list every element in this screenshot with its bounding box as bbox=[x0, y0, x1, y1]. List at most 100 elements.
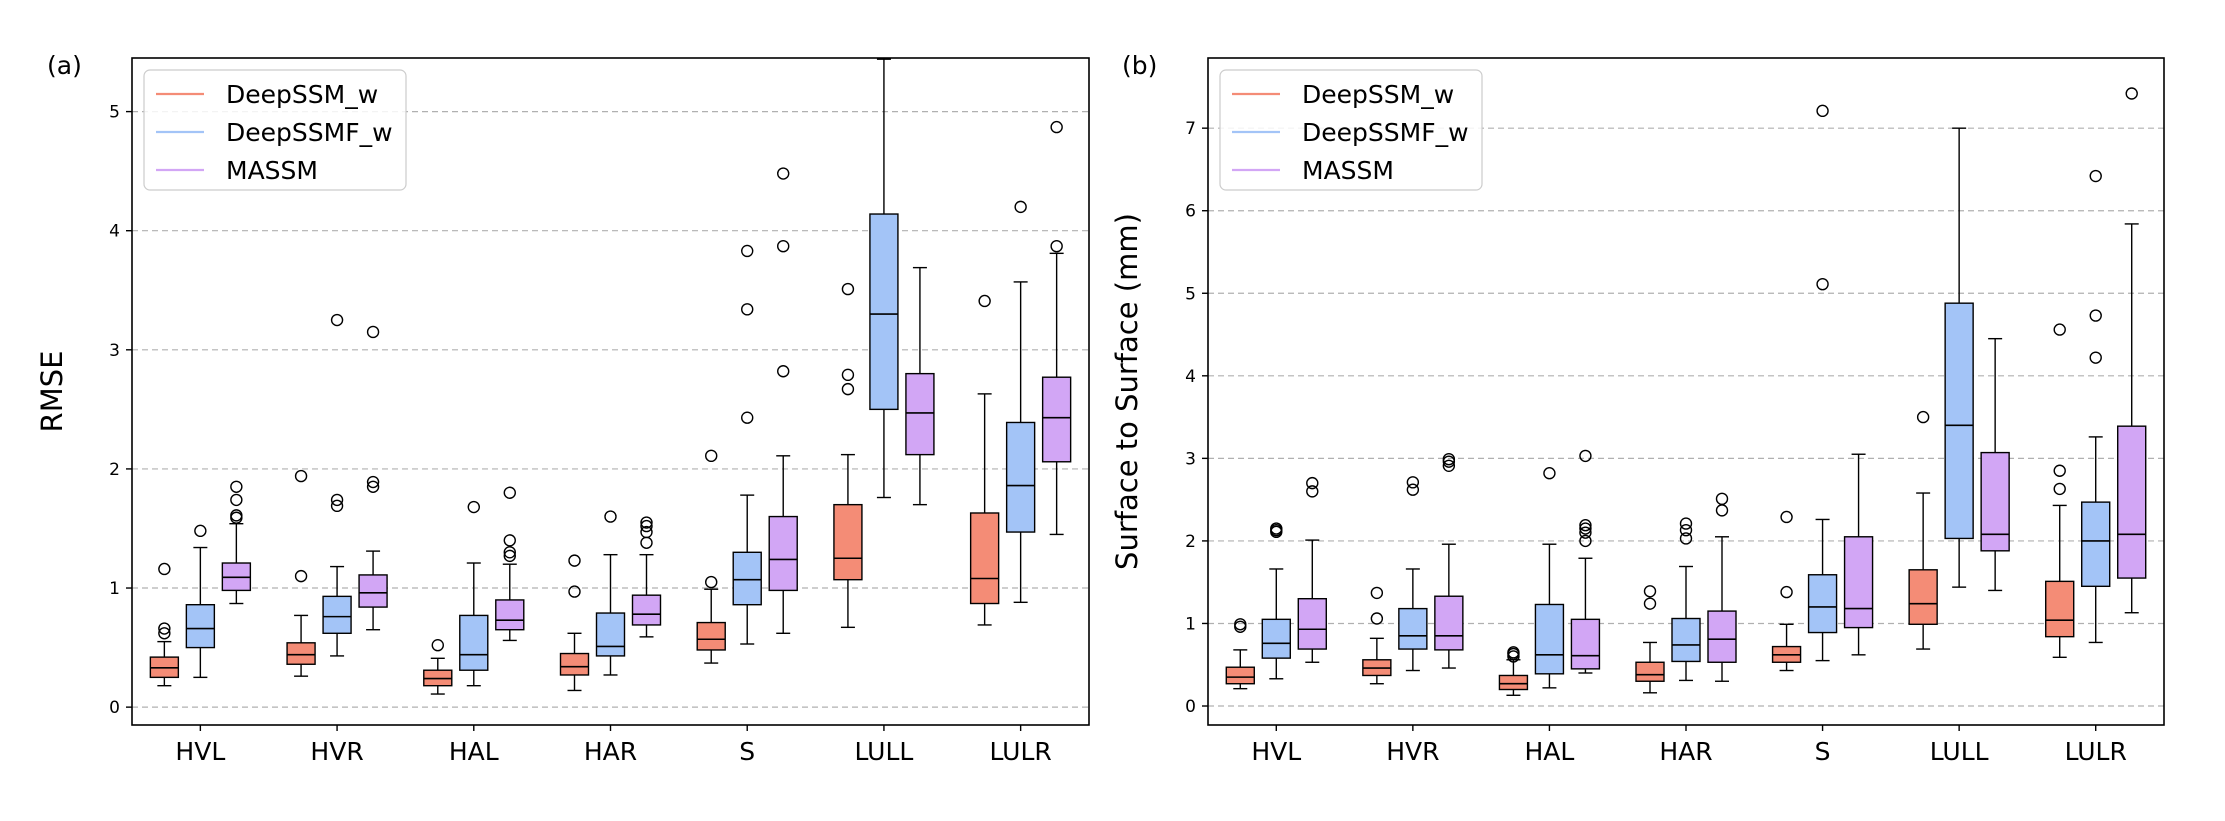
box-deepssm_w-s bbox=[696, 449, 726, 664]
outlier-point bbox=[1234, 618, 1247, 631]
y-tick-label: 5 bbox=[1185, 284, 1196, 304]
box-massm-lulr bbox=[2117, 87, 2147, 614]
x-tick-label-hal: HAL bbox=[1525, 737, 1575, 766]
outlier-point bbox=[294, 569, 308, 583]
outlier-point bbox=[158, 562, 171, 576]
outlier-point bbox=[1780, 585, 1793, 599]
x-tick-label-lull: LULL bbox=[1930, 737, 1989, 766]
outlier-point bbox=[841, 382, 855, 396]
outlier-point bbox=[741, 303, 754, 316]
outlier-point bbox=[2053, 482, 2066, 496]
outlier-point bbox=[1442, 452, 1456, 466]
box-deepssm_w-hvl bbox=[149, 562, 180, 687]
box-massm-lull bbox=[905, 266, 935, 506]
outlier-point bbox=[1050, 120, 1063, 134]
outlier-point bbox=[604, 510, 617, 523]
legend-label-massm: MASSM bbox=[1302, 156, 1394, 185]
iqr-box bbox=[358, 574, 388, 608]
box-deepssmf_w-har bbox=[1671, 517, 1701, 682]
iqr-box bbox=[495, 599, 525, 631]
legend-label-deepssm_w: DeepSSM_w bbox=[226, 80, 378, 109]
outlier-point bbox=[330, 313, 344, 327]
y-tick-label: 7 bbox=[1185, 119, 1196, 139]
y-tick-label: 2 bbox=[1185, 532, 1196, 552]
iqr-box bbox=[1944, 302, 1974, 540]
box-deepssm_w-hvr bbox=[1362, 586, 1392, 685]
box-massm-hal bbox=[495, 486, 525, 642]
outlier-point bbox=[777, 365, 790, 378]
legend: DeepSSM_w DeepSSMF_w MASSM bbox=[1219, 69, 1483, 191]
legend-label-deepssm_w: DeepSSM_w bbox=[1302, 80, 1454, 109]
iqr-box bbox=[595, 612, 626, 657]
iqr-box bbox=[631, 594, 662, 626]
box-deepssmf_w-lulr bbox=[1005, 200, 1036, 604]
outlier-point bbox=[1715, 492, 1729, 506]
box-deepssm_w-lull bbox=[833, 282, 863, 629]
outlier-point bbox=[741, 411, 754, 424]
outlier-point bbox=[1014, 200, 1027, 214]
outlier-point bbox=[1442, 459, 1456, 472]
y-tick-label: 6 bbox=[1185, 202, 1196, 222]
box-massm-s bbox=[768, 167, 798, 634]
legend: DeepSSM_w DeepSSMF_w MASSM bbox=[143, 69, 407, 191]
outlier-point bbox=[1543, 467, 1556, 480]
outlier-point bbox=[2089, 169, 2102, 183]
panel-a: 0 1 2 3 4 5 HVL HVR HAL HAR S LULL LULR RMSE (a) DeepSS… bbox=[35, 51, 1090, 766]
outlier-point bbox=[330, 499, 344, 513]
panel-label: (a) bbox=[47, 51, 82, 80]
outlier-point bbox=[431, 638, 444, 652]
outlier-point bbox=[230, 493, 243, 507]
outlier-point bbox=[1306, 476, 1319, 490]
axes-frame bbox=[131, 57, 1090, 726]
iqr-box bbox=[1807, 574, 1838, 634]
outlier-point bbox=[230, 511, 243, 524]
x-tick-label-s: S bbox=[739, 737, 755, 766]
x-tick-label-s: S bbox=[1815, 737, 1831, 766]
outlier-point bbox=[1916, 410, 1930, 424]
outlier-point bbox=[1643, 585, 1657, 598]
box-deepssm_w-har bbox=[1635, 585, 1665, 694]
box-deepssmf_w-s bbox=[732, 244, 762, 645]
y-tick-label: 4 bbox=[109, 222, 120, 242]
box-deepssmf_w-lull bbox=[1944, 127, 1974, 588]
outlier-point bbox=[1507, 646, 1520, 659]
outlier-point bbox=[2053, 323, 2066, 336]
iqr-box bbox=[1635, 661, 1665, 682]
outlier-point bbox=[467, 500, 480, 514]
iqr-box bbox=[459, 614, 489, 671]
outlier-point bbox=[1679, 532, 1693, 545]
box-deepssm_w-lulr bbox=[969, 294, 1000, 626]
outlier-point bbox=[640, 536, 653, 549]
outlier-point bbox=[1579, 534, 1592, 548]
outlier-point bbox=[503, 486, 516, 499]
outlier-point bbox=[841, 368, 855, 382]
panel-b: 0 1 2 3 4 5 6 7 HVL HVR HAL HAR S LULL LULR Surface to … bbox=[1110, 51, 2165, 766]
iqr-box bbox=[286, 642, 316, 665]
y-tick-label: 3 bbox=[109, 341, 120, 361]
outlier-point bbox=[1306, 485, 1319, 498]
iqr-box bbox=[696, 621, 726, 651]
y-axis-label: RMSE bbox=[35, 351, 69, 433]
iqr-box bbox=[1005, 421, 1036, 533]
box-massm-har bbox=[631, 516, 662, 638]
box-massm-lulr bbox=[1041, 120, 1072, 536]
outlier-point bbox=[568, 554, 581, 567]
iqr-box bbox=[969, 512, 1000, 605]
outlier-point bbox=[2053, 464, 2066, 477]
legend-label-deepssmf_w: DeepSSMF_w bbox=[1302, 118, 1469, 147]
y-tick-label: 2 bbox=[109, 460, 120, 480]
x-tick-label-lulr: LULR bbox=[990, 737, 1052, 766]
iqr-box bbox=[1434, 595, 1464, 651]
y-tick-label: 0 bbox=[1185, 697, 1196, 717]
outlier-point bbox=[503, 534, 516, 547]
outlier-point bbox=[978, 294, 991, 308]
outlier-point bbox=[158, 622, 171, 635]
outlier-point bbox=[640, 525, 653, 539]
legend-frame bbox=[143, 69, 407, 191]
box-deepssmf_w-hvr bbox=[322, 313, 352, 657]
box-deepssmf_w-lull bbox=[869, 58, 899, 499]
box-massm-lull bbox=[1980, 337, 2010, 592]
box-massm-hal bbox=[1570, 449, 1601, 674]
box-massm-hvl bbox=[1297, 476, 1327, 663]
